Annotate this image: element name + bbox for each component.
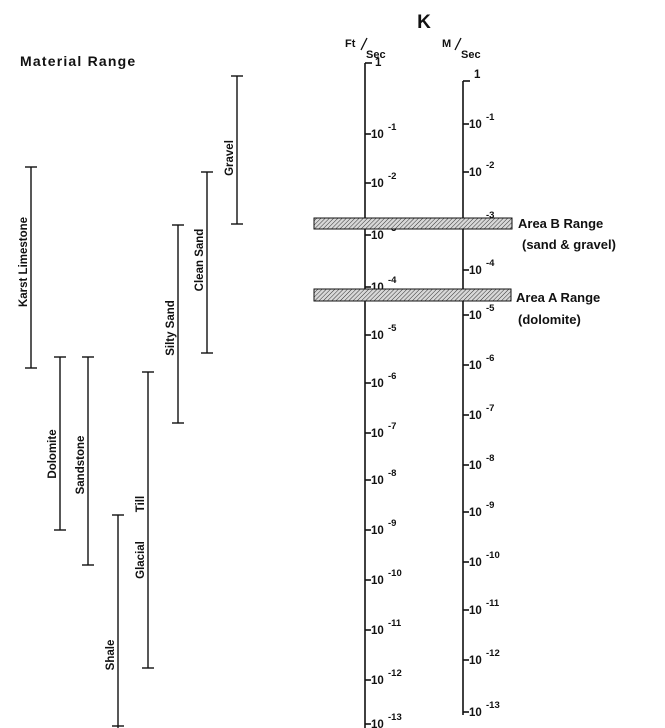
svg-text:-10: -10	[486, 550, 500, 561]
material-range-shale: Shale	[105, 514, 124, 728]
svg-text:10: 10	[469, 605, 482, 617]
svg-text:1: 1	[474, 69, 481, 81]
svg-text:-11: -11	[486, 598, 500, 609]
svg-text:-2: -2	[486, 160, 494, 171]
material-range-karst-limestone: Karst Limestone	[18, 166, 37, 369]
material-label-silty-sand: Silty Sand	[165, 300, 177, 356]
svg-text:10: 10	[371, 178, 384, 190]
svg-text:10: 10	[371, 525, 384, 537]
m-sec-axis: 1 10-1 10-2 10-3 10-4 10-5 10-6 10-7 10-…	[462, 69, 500, 719]
material-label-gravel: Gravel	[224, 140, 236, 176]
svg-text:-5: -5	[388, 323, 397, 334]
svg-text:-11: -11	[388, 618, 402, 629]
svg-text:-9: -9	[388, 518, 396, 529]
ft-sec-axis: 1 10-1 10-2 10-3 10-4 10-5 10-6 10-7 10-…	[364, 57, 402, 728]
svg-text:-10: -10	[388, 568, 402, 579]
material-label-shale: Shale	[105, 640, 117, 671]
svg-text:10: 10	[371, 575, 384, 587]
material-range-sandstone: Sandstone	[75, 356, 94, 566]
m-unit-sub: Sec	[461, 49, 481, 61]
svg-text:-4: -4	[388, 275, 397, 286]
k-label: K	[417, 12, 431, 33]
material-label-sandstone: Sandstone	[75, 436, 87, 495]
svg-text:10: 10	[469, 707, 482, 719]
svg-text:-7: -7	[486, 403, 494, 414]
svg-text:-4: -4	[486, 258, 495, 269]
svg-text:-6: -6	[486, 353, 494, 364]
material-label-till: Till	[135, 496, 147, 512]
material-label-glacial: Glacial	[135, 541, 147, 579]
svg-text:10: 10	[469, 310, 482, 322]
svg-text:10: 10	[371, 129, 384, 141]
ft-unit-sub: Sec	[366, 49, 386, 61]
svg-text:10: 10	[469, 460, 482, 472]
svg-text:-8: -8	[486, 453, 494, 464]
svg-text:-5: -5	[486, 303, 495, 314]
svg-text:10: 10	[469, 655, 482, 667]
ft-unit-main: Ft	[345, 38, 356, 50]
material-label-clean-sand: Clean Sand	[194, 229, 206, 292]
material-label-karst-limestone: Karst Limestone	[18, 217, 30, 307]
svg-text:10: 10	[371, 625, 384, 637]
svg-text:-13: -13	[486, 700, 500, 711]
material-range-label: Material Range	[20, 53, 136, 69]
material-range-gravel: Gravel	[224, 75, 243, 225]
svg-text:-1: -1	[388, 122, 397, 133]
area-a-band	[313, 288, 512, 302]
svg-text:10: 10	[371, 475, 384, 487]
svg-text:10: 10	[469, 265, 482, 277]
svg-text:-1: -1	[486, 112, 495, 123]
svg-text:10: 10	[371, 719, 384, 728]
svg-text:10: 10	[469, 410, 482, 422]
svg-text:-12: -12	[486, 648, 500, 659]
svg-text:1: 1	[375, 57, 382, 69]
svg-text:-2: -2	[388, 171, 396, 182]
area-b-subtitle: (sand & gravel)	[522, 237, 616, 252]
svg-text:10: 10	[371, 428, 384, 440]
area-b-band	[313, 217, 513, 230]
ft-unit-label: Ft Sec	[345, 37, 386, 61]
svg-text:10: 10	[371, 675, 384, 687]
material-range-dolomite: Dolomite	[47, 356, 66, 531]
svg-text:10: 10	[469, 557, 482, 569]
svg-text:10: 10	[469, 167, 482, 179]
svg-text:10: 10	[371, 330, 384, 342]
m-unit-label: M Sec	[442, 37, 481, 61]
m-unit-main: M	[442, 38, 451, 50]
svg-text:10: 10	[371, 230, 384, 242]
svg-text:-8: -8	[388, 468, 396, 479]
svg-text:10: 10	[469, 119, 482, 131]
svg-text:-12: -12	[388, 668, 402, 679]
svg-text:10: 10	[469, 507, 482, 519]
material-range-clean-sand: Clean Sand	[194, 171, 213, 354]
svg-text:10: 10	[469, 360, 482, 372]
area-b-title: Area B Range	[518, 216, 603, 231]
material-range-silty-sand: Silty Sand	[165, 224, 184, 424]
svg-text:-9: -9	[486, 500, 494, 511]
area-a-title: Area A Range	[516, 290, 600, 305]
svg-text:10: 10	[371, 378, 384, 390]
svg-text:-3: -3	[486, 210, 494, 221]
material-label-dolomite: Dolomite	[47, 429, 59, 478]
area-a-subtitle: (dolomite)	[518, 312, 581, 327]
svg-text:-7: -7	[388, 421, 396, 432]
svg-text:-13: -13	[388, 712, 402, 723]
svg-text:-6: -6	[388, 371, 396, 382]
material-range-glacial-till: Glacial Till	[135, 371, 154, 669]
